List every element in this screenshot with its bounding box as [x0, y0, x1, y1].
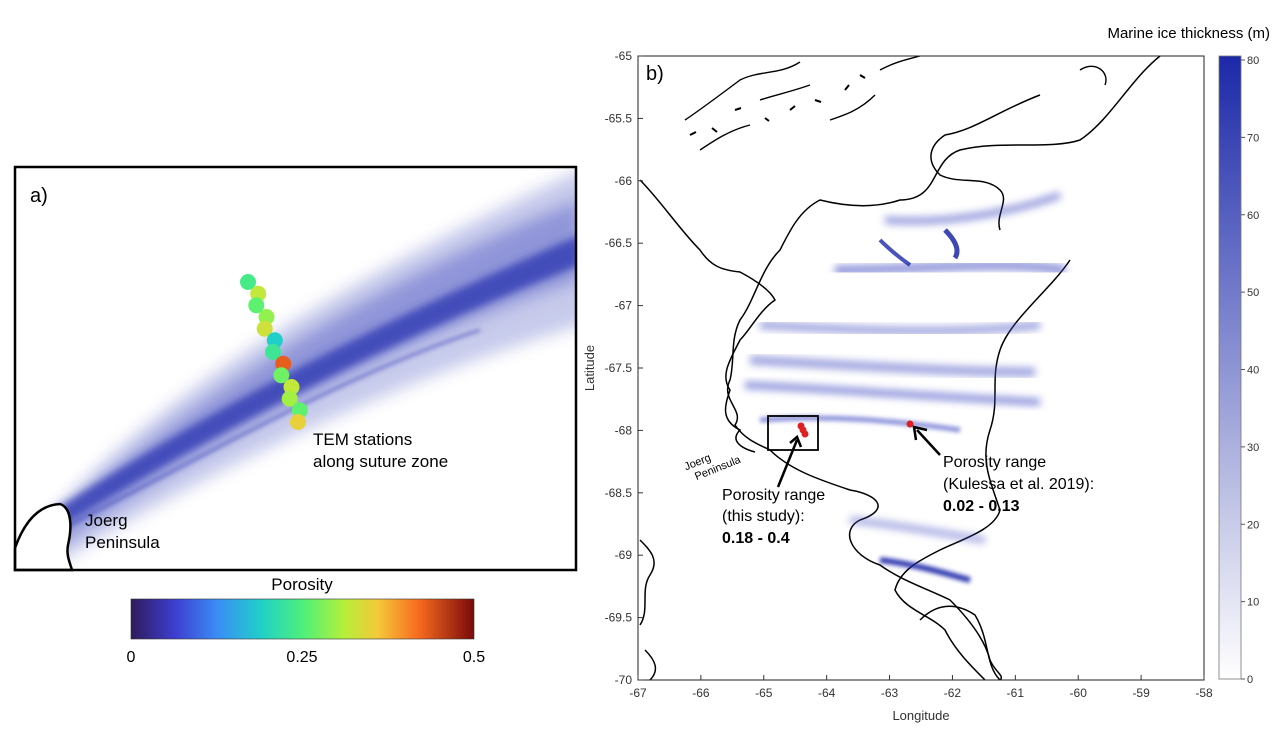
tem-station-7	[265, 344, 281, 360]
panel-a: a) TEM stations along suture zone Joerg …	[13, 165, 578, 572]
coastline-north	[930, 94, 1041, 231]
x-axis: -67 -66 -65 -64 -63 -62 -61 -60 -59 -58	[629, 675, 1213, 700]
y-tick-label-5: -67.5	[605, 361, 633, 375]
x-tick-label-6: -61	[1007, 686, 1025, 700]
tem-station-3	[248, 297, 265, 314]
this-study-label-1: Porosity range	[722, 487, 825, 504]
island-south	[919, 605, 1001, 680]
x-axis-label: Longitude	[892, 708, 949, 723]
x-tick-label-0: -67	[629, 686, 647, 700]
tem-stations-label-1: TEM stations	[313, 430, 412, 449]
joerg-peninsula-land	[13, 502, 74, 572]
cb-tick-label-3: 50	[1247, 287, 1259, 299]
this-study-arrowhead	[789, 434, 803, 448]
joerg-label-a-2: Peninsula	[85, 533, 160, 552]
porosity-tick-0: 0	[127, 649, 136, 666]
y-tick-label-4: -67	[615, 299, 633, 313]
tem-station-12	[291, 402, 308, 419]
porosity-colorbar-title: Porosity	[271, 575, 333, 594]
thickness-colorbar-ticks: 80 70 60 50 40 30 20 10 0	[1241, 55, 1259, 686]
panel-b: b) -67 -66 -65 -64 -63 -62 -61 -60 -59 -58 -65-65…	[582, 49, 1213, 723]
tem-station-10	[283, 379, 300, 395]
x-tick-label-8: -59	[1132, 686, 1150, 700]
x-tick-label-3: -64	[818, 686, 836, 700]
panel-a-label: a)	[30, 185, 48, 207]
x-tick-label-4: -63	[881, 686, 899, 700]
cb-tick-label-5: 30	[1247, 442, 1259, 454]
thickness-colorbar-title: Marine ice thickness (m)	[1107, 25, 1270, 42]
y-tick-label-1: -65.5	[605, 111, 633, 125]
porosity-tick-2: 0.5	[463, 649, 485, 666]
y-axis: -65 -65.5 -66 -66.5 -67 -67.5 -68 -68.5 -69 -69.5…	[605, 49, 643, 687]
ice-shelf-outline	[727, 56, 1161, 680]
tem-station-13	[290, 414, 306, 430]
kulessa-station	[906, 420, 914, 428]
x-tick-label-9: -58	[1195, 686, 1213, 700]
cb-tick-label-8: 0	[1247, 674, 1253, 686]
tem-station-11	[281, 390, 298, 407]
cb-tick-label-4: 40	[1247, 365, 1259, 377]
y-tick-label-7: -68.5	[605, 486, 633, 500]
tem-stations-label-2: along suture zone	[313, 452, 448, 471]
x-tick-label-1: -66	[692, 686, 710, 700]
y-tick-label-0: -65	[615, 49, 633, 63]
x-tick-label-7: -60	[1070, 686, 1088, 700]
thickness-colorbar: Marine ice thickness (m) 80 70 60 50 40 30 20 1…	[1107, 25, 1270, 686]
cb-tick-label-7: 10	[1247, 597, 1259, 609]
y-tick-label-6: -68	[615, 423, 633, 437]
kulessa-arrowhead	[912, 425, 928, 441]
cb-tick-label-0: 80	[1247, 55, 1259, 67]
y-tick-label-9: -69.5	[605, 611, 633, 625]
cb-tick-label-6: 20	[1247, 519, 1259, 531]
marine-ice-streaks	[744, 191, 1066, 583]
tem-station-9	[273, 367, 290, 384]
this-study-range: 0.18 - 0.4	[722, 530, 790, 547]
thickness-colorbar-ramp	[1218, 55, 1242, 680]
porosity-tick-1: 0.25	[286, 649, 317, 666]
y-tick-label-10: -70	[615, 673, 633, 687]
tem-station-6	[266, 332, 283, 349]
kulessa-label-2: (Kulessa et al. 2019):	[943, 476, 1094, 493]
coastline-southwest	[639, 539, 657, 680]
this-study-arrow	[776, 439, 799, 488]
coastline-west	[639, 179, 776, 453]
cb-tick-label-1: 70	[1247, 132, 1259, 144]
kulessa-range: 0.02 - 0.13	[943, 498, 1020, 515]
y-tick-label-3: -66.5	[605, 236, 633, 250]
porosity-colorbar: Porosity 0 0.25 0.5	[127, 575, 486, 666]
joerg-label-a-1: Joerg	[85, 511, 128, 530]
tem-station-5	[256, 320, 273, 337]
annotation-arrows	[776, 425, 941, 488]
panel-a-frame	[13, 165, 578, 572]
this-study-stations	[797, 422, 809, 438]
panel-b-label: b)	[646, 63, 664, 85]
tem-station-1	[240, 274, 256, 290]
y-axis-label: Latitude	[582, 345, 597, 391]
cb-tick-label-2: 60	[1247, 210, 1259, 222]
x-tick-label-5: -62	[944, 686, 962, 700]
x-tick-label-2: -65	[755, 686, 773, 700]
tem-station-4	[258, 309, 275, 325]
this-study-label-2: (this study):	[722, 508, 805, 525]
tem-stations	[240, 274, 308, 430]
porosity-colorbar-ramp	[130, 598, 475, 640]
kulessa-label-1: Porosity range	[943, 454, 1046, 471]
kulessa-arrow	[916, 429, 941, 456]
northern-islands	[684, 56, 1107, 151]
y-tick-label-8: -69	[615, 548, 633, 562]
coastline-east	[894, 259, 1071, 680]
y-tick-label-2: -66	[615, 174, 633, 188]
